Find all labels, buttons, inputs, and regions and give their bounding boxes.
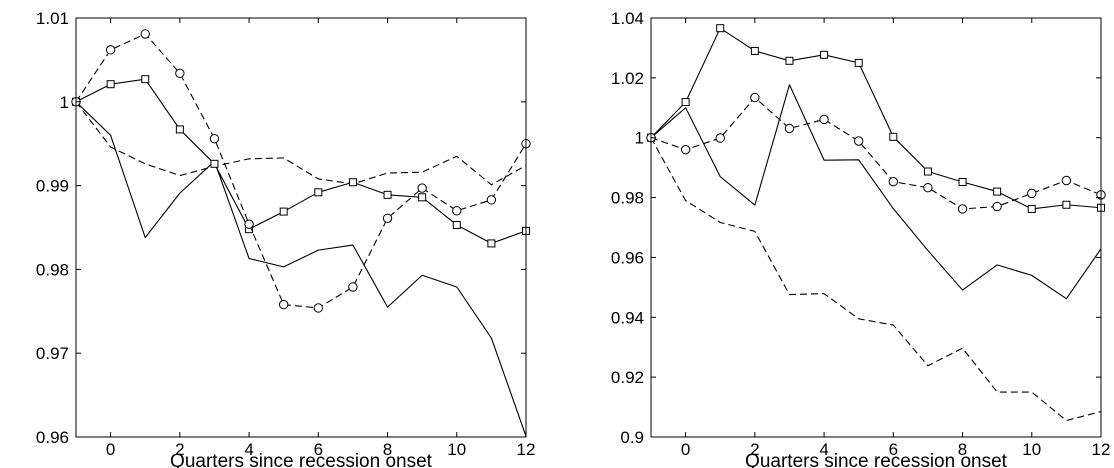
series-line (651, 84, 1101, 300)
y-tick-label: 0.98 (36, 260, 69, 279)
y-tick-label: 0.96 (36, 428, 69, 447)
series-1 (651, 137, 1101, 422)
circle-marker (1061, 175, 1072, 186)
series-1 (76, 101, 526, 186)
square-marker (820, 50, 829, 59)
circle-marker (750, 92, 760, 103)
series-line (651, 97, 1101, 210)
square-marker (923, 167, 932, 176)
square-marker (958, 178, 967, 187)
x-tick-label: 0 (681, 440, 690, 459)
circle-marker (923, 183, 933, 193)
y-tick-label: 0.97 (36, 344, 69, 363)
circle-marker (680, 144, 691, 155)
y-tick-label: 1 (635, 129, 644, 148)
series-line (651, 137, 1101, 422)
x-tick-label: 8 (958, 440, 967, 459)
series-3 (71, 29, 531, 313)
circle-marker (992, 201, 1002, 212)
circle-marker (1027, 188, 1037, 199)
y-tick-label: 0.99 (36, 177, 69, 196)
series-0 (651, 84, 1101, 300)
series-line (651, 27, 1101, 210)
right-panel: 0 2 4 6 8 10 12 0.9 0.92 0.94 0.96 0.98 1 1.02 1.04 Qua… (611, 9, 1111, 468)
circle-marker (140, 29, 150, 39)
square-marker (750, 46, 759, 55)
series-line (76, 33, 526, 309)
series-3 (646, 92, 1106, 214)
square-marker (889, 132, 898, 141)
square-marker (1027, 204, 1036, 213)
circle-marker (784, 123, 795, 134)
y-tick-label: 0.94 (611, 308, 644, 327)
square-marker (348, 178, 357, 187)
square-marker (175, 125, 184, 134)
y-tick-label: 0.92 (611, 368, 644, 387)
x-tick-label: 12 (517, 440, 536, 459)
axes-box (650, 17, 1102, 438)
x-axis-title: Quarters since recession onset (745, 451, 1008, 468)
series-line (76, 101, 526, 437)
circle-marker (175, 68, 185, 79)
square-marker (314, 188, 323, 197)
y-tick-label: 0.98 (611, 189, 644, 208)
x-tick-label: 6 (889, 440, 898, 459)
y-tick-label: 1.04 (611, 9, 644, 28)
x-tick-label: 6 (314, 440, 323, 459)
x-tick-label: 4 (244, 440, 253, 459)
x-tick-label: 8 (383, 440, 392, 459)
circle-marker (244, 219, 254, 229)
square-marker (487, 239, 496, 248)
y-tick-label: 0.96 (611, 248, 644, 267)
square-marker (681, 98, 690, 107)
square-marker (383, 190, 392, 199)
square-marker (854, 58, 863, 67)
square-marker (418, 193, 427, 202)
x-tick-label: 2 (175, 440, 184, 459)
x-tick-label: 0 (106, 440, 115, 459)
x-tick-label: 2 (750, 440, 759, 459)
y-tick-label: 1.01 (36, 9, 69, 28)
circle-marker (209, 133, 220, 144)
circle-marker (313, 303, 324, 313)
circle-marker (957, 204, 968, 214)
circle-marker (715, 133, 725, 143)
circle-marker (348, 282, 358, 292)
x-tick-label: 4 (819, 440, 828, 459)
circle-marker (819, 114, 829, 125)
y-tick-label: 1.02 (611, 69, 644, 88)
y-tick-label: 1 (60, 93, 69, 112)
square-marker (141, 75, 150, 84)
circle-marker (452, 206, 462, 216)
square-marker (106, 80, 115, 89)
x-tick-label: 10 (447, 440, 466, 459)
axes-box (75, 17, 527, 438)
series-0 (76, 101, 526, 437)
x-tick-label: 10 (1022, 440, 1041, 459)
square-marker (1062, 200, 1071, 209)
circle-marker (382, 213, 393, 223)
square-marker (785, 56, 794, 65)
y-tick-label: 0.9 (620, 428, 644, 447)
square-marker (279, 207, 288, 216)
x-tick-label: 12 (1092, 440, 1111, 459)
series-line (76, 78, 526, 244)
x-axis-title: Quarters since recession onset (170, 451, 433, 468)
circle-marker (888, 177, 899, 187)
left-panel: 0 2 4 6 8 10 12 0.96 0.97 0.98 0.99 1 1.01 Quarters s… (36, 9, 536, 468)
square-marker (993, 187, 1002, 196)
square-marker (716, 24, 725, 33)
circle-marker (278, 299, 289, 310)
series-line (76, 101, 526, 186)
circle-marker (105, 45, 116, 55)
circle-marker (853, 136, 864, 146)
square-marker (210, 159, 219, 168)
circle-marker (486, 195, 497, 205)
circle-marker (417, 183, 427, 193)
square-marker (452, 220, 461, 229)
